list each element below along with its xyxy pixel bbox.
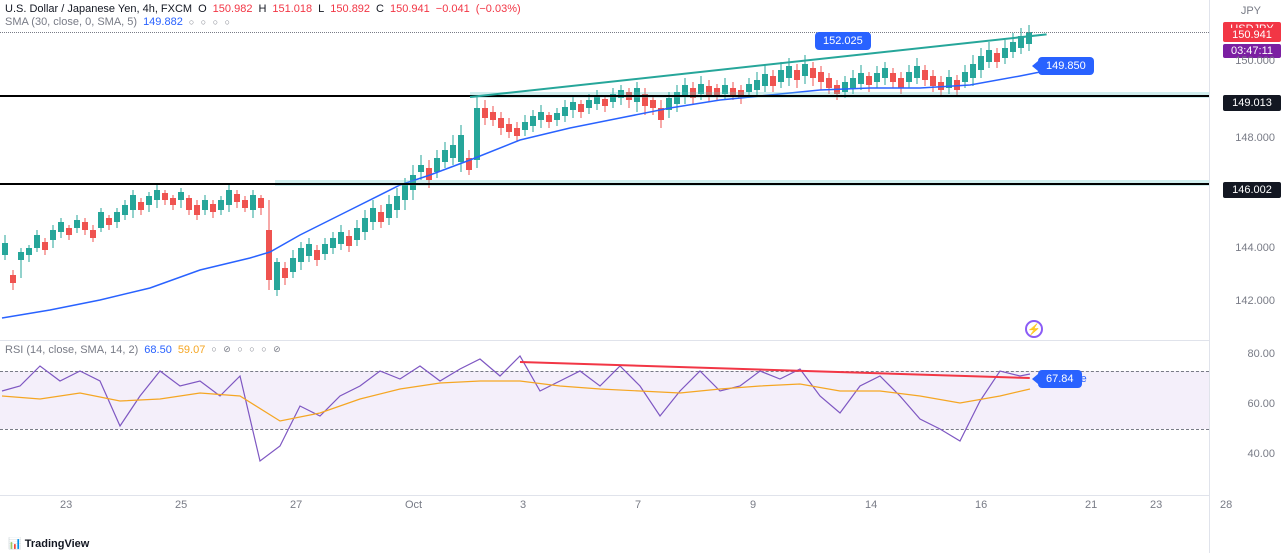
price-chart[interactable]: 152.025 30-SMA 149.850 ⚡ bbox=[0, 0, 1209, 335]
rsi-tick: 60.00 bbox=[1247, 398, 1275, 410]
y-tick: 150.000 bbox=[1235, 55, 1275, 67]
l-val: 150.892 bbox=[330, 3, 370, 15]
peak-callout[interactable]: 152.025 bbox=[815, 32, 871, 50]
rsi-tick: 40.00 bbox=[1247, 448, 1275, 460]
x-tick: 28 bbox=[1220, 499, 1232, 511]
rsi-tick: 80.00 bbox=[1247, 348, 1275, 360]
sma-callout[interactable]: 30-SMA 149.850 bbox=[1038, 60, 1078, 72]
price-box: 150.941 bbox=[1223, 28, 1281, 42]
y-tick: 148.000 bbox=[1235, 132, 1275, 144]
tv-logo-icon: 📊 bbox=[8, 538, 22, 550]
sma-label[interactable]: SMA (30, close, 0, SMA, 5) bbox=[5, 16, 137, 28]
x-tick: 21 bbox=[1085, 499, 1097, 511]
price-axis[interactable]: JPY USDJPY 150.941 03:47:11 150.000148.0… bbox=[1209, 0, 1281, 553]
o-label: O bbox=[198, 3, 207, 15]
y-level-box: 146.002 bbox=[1223, 182, 1281, 198]
rsi-callout-val: 67.84 bbox=[1038, 370, 1082, 388]
h-val: 151.018 bbox=[272, 3, 312, 15]
x-tick: 25 bbox=[175, 499, 187, 511]
symbol-label[interactable]: U.S. Dollar / Japanese Yen, 4h, FXCM bbox=[5, 3, 192, 15]
header-dots-icon[interactable]: ○ ○ ○ ○ bbox=[189, 17, 232, 27]
x-tick: 14 bbox=[865, 499, 877, 511]
chg-pct: (−0.03%) bbox=[476, 3, 521, 15]
rsi-header: RSI (14, close, SMA, 14, 2) 68.50 59.07 … bbox=[5, 344, 283, 356]
rsi-svg bbox=[0, 341, 1209, 481]
rsi-v1: 68.50 bbox=[144, 344, 172, 356]
y-tick: 142.000 bbox=[1235, 295, 1275, 307]
chart-container: U.S. Dollar / Japanese Yen, 4h, FXCM O15… bbox=[0, 0, 1281, 553]
quote-symbol: JPY bbox=[1241, 5, 1261, 17]
time-axis[interactable]: 232527Oct3791416212328 bbox=[0, 495, 1209, 515]
replay-icon[interactable]: ⚡ bbox=[1025, 320, 1043, 338]
x-tick: 7 bbox=[635, 499, 641, 511]
chg-val: −0.041 bbox=[436, 3, 470, 15]
sma-val: 149.882 bbox=[143, 16, 183, 28]
chart-header: U.S. Dollar / Japanese Yen, 4h, FXCM O 15… bbox=[5, 3, 521, 29]
sma-callout-val: 149.850 bbox=[1038, 57, 1094, 75]
y-tick: 144.000 bbox=[1235, 242, 1275, 254]
rsi-chart[interactable]: RSI (14, close, SMA, 14, 2) 68.50 59.07 … bbox=[0, 340, 1209, 480]
x-tick: 9 bbox=[750, 499, 756, 511]
c-val: 150.941 bbox=[390, 3, 430, 15]
o-val: 150.982 bbox=[213, 3, 253, 15]
rsi-callout[interactable]: RSI Value 67.84 bbox=[1038, 373, 1087, 385]
h-label: H bbox=[258, 3, 266, 15]
resistance-line[interactable] bbox=[0, 95, 1209, 97]
x-tick: Oct bbox=[405, 499, 422, 511]
attribution[interactable]: 📊 TradingView bbox=[8, 537, 89, 550]
l-label: L bbox=[318, 3, 324, 15]
c-label: C bbox=[376, 3, 384, 15]
candlestick-svg bbox=[0, 0, 1209, 335]
x-tick: 27 bbox=[290, 499, 302, 511]
price-dotted-line bbox=[0, 32, 1209, 33]
x-tick: 3 bbox=[520, 499, 526, 511]
rsi-label[interactable]: RSI (14, close, SMA, 14, 2) bbox=[5, 344, 138, 356]
rsi-dots-icon[interactable]: ○ ⊘ ○ ○ ○ ⊘ bbox=[211, 344, 282, 356]
y-level-box: 149.013 bbox=[1223, 95, 1281, 111]
support-line[interactable] bbox=[0, 183, 1209, 185]
x-tick: 23 bbox=[1150, 499, 1162, 511]
x-tick: 23 bbox=[60, 499, 72, 511]
x-tick: 16 bbox=[975, 499, 987, 511]
rsi-v2: 59.07 bbox=[178, 344, 206, 356]
